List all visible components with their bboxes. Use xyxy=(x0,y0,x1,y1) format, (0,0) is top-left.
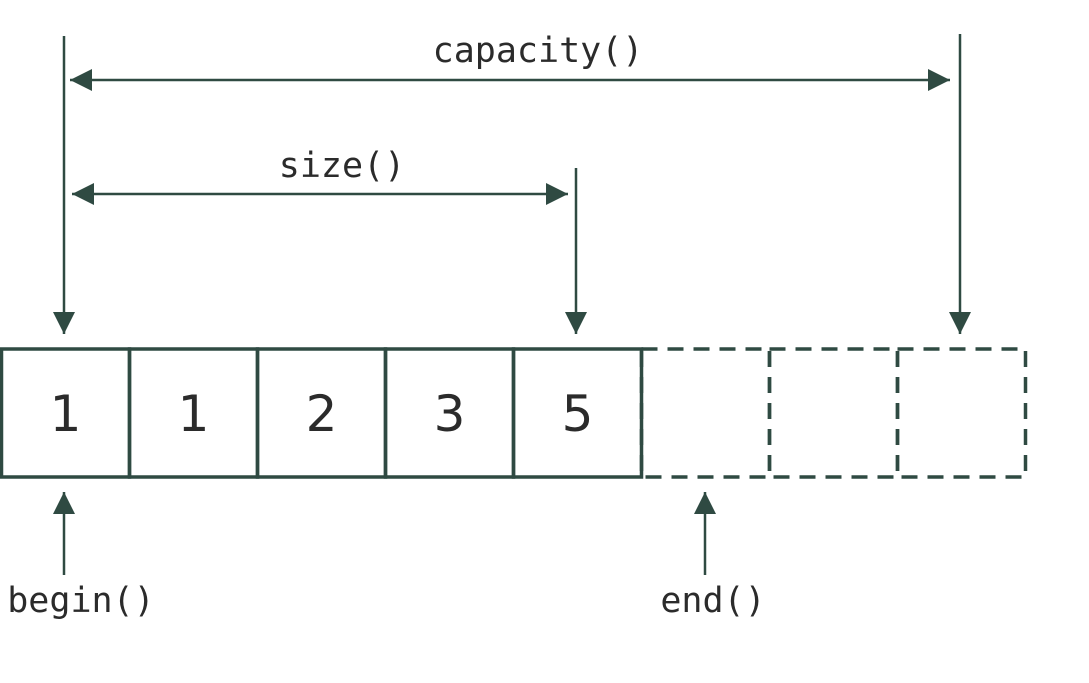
element-value: 1 xyxy=(178,385,210,443)
reserved-cell xyxy=(767,347,900,479)
begin-label: begin() xyxy=(7,581,155,621)
element-value: 5 xyxy=(562,385,594,443)
element-value: 2 xyxy=(306,385,338,443)
reserved-cell xyxy=(639,347,772,479)
begin-pointer: begin() xyxy=(7,492,155,621)
end-label: end() xyxy=(660,581,765,621)
end-pointer: end() xyxy=(660,492,766,621)
size-dimension: size() xyxy=(72,146,587,334)
element-value: 1 xyxy=(50,385,82,443)
reserved-cell xyxy=(895,347,1028,479)
capacity-dimension: capacity() xyxy=(53,31,971,334)
capacity-label: capacity() xyxy=(433,31,644,71)
element-cells: 1 1 2 3 5 xyxy=(0,347,1028,479)
element-value: 3 xyxy=(434,385,466,443)
size-label: size() xyxy=(279,146,405,186)
